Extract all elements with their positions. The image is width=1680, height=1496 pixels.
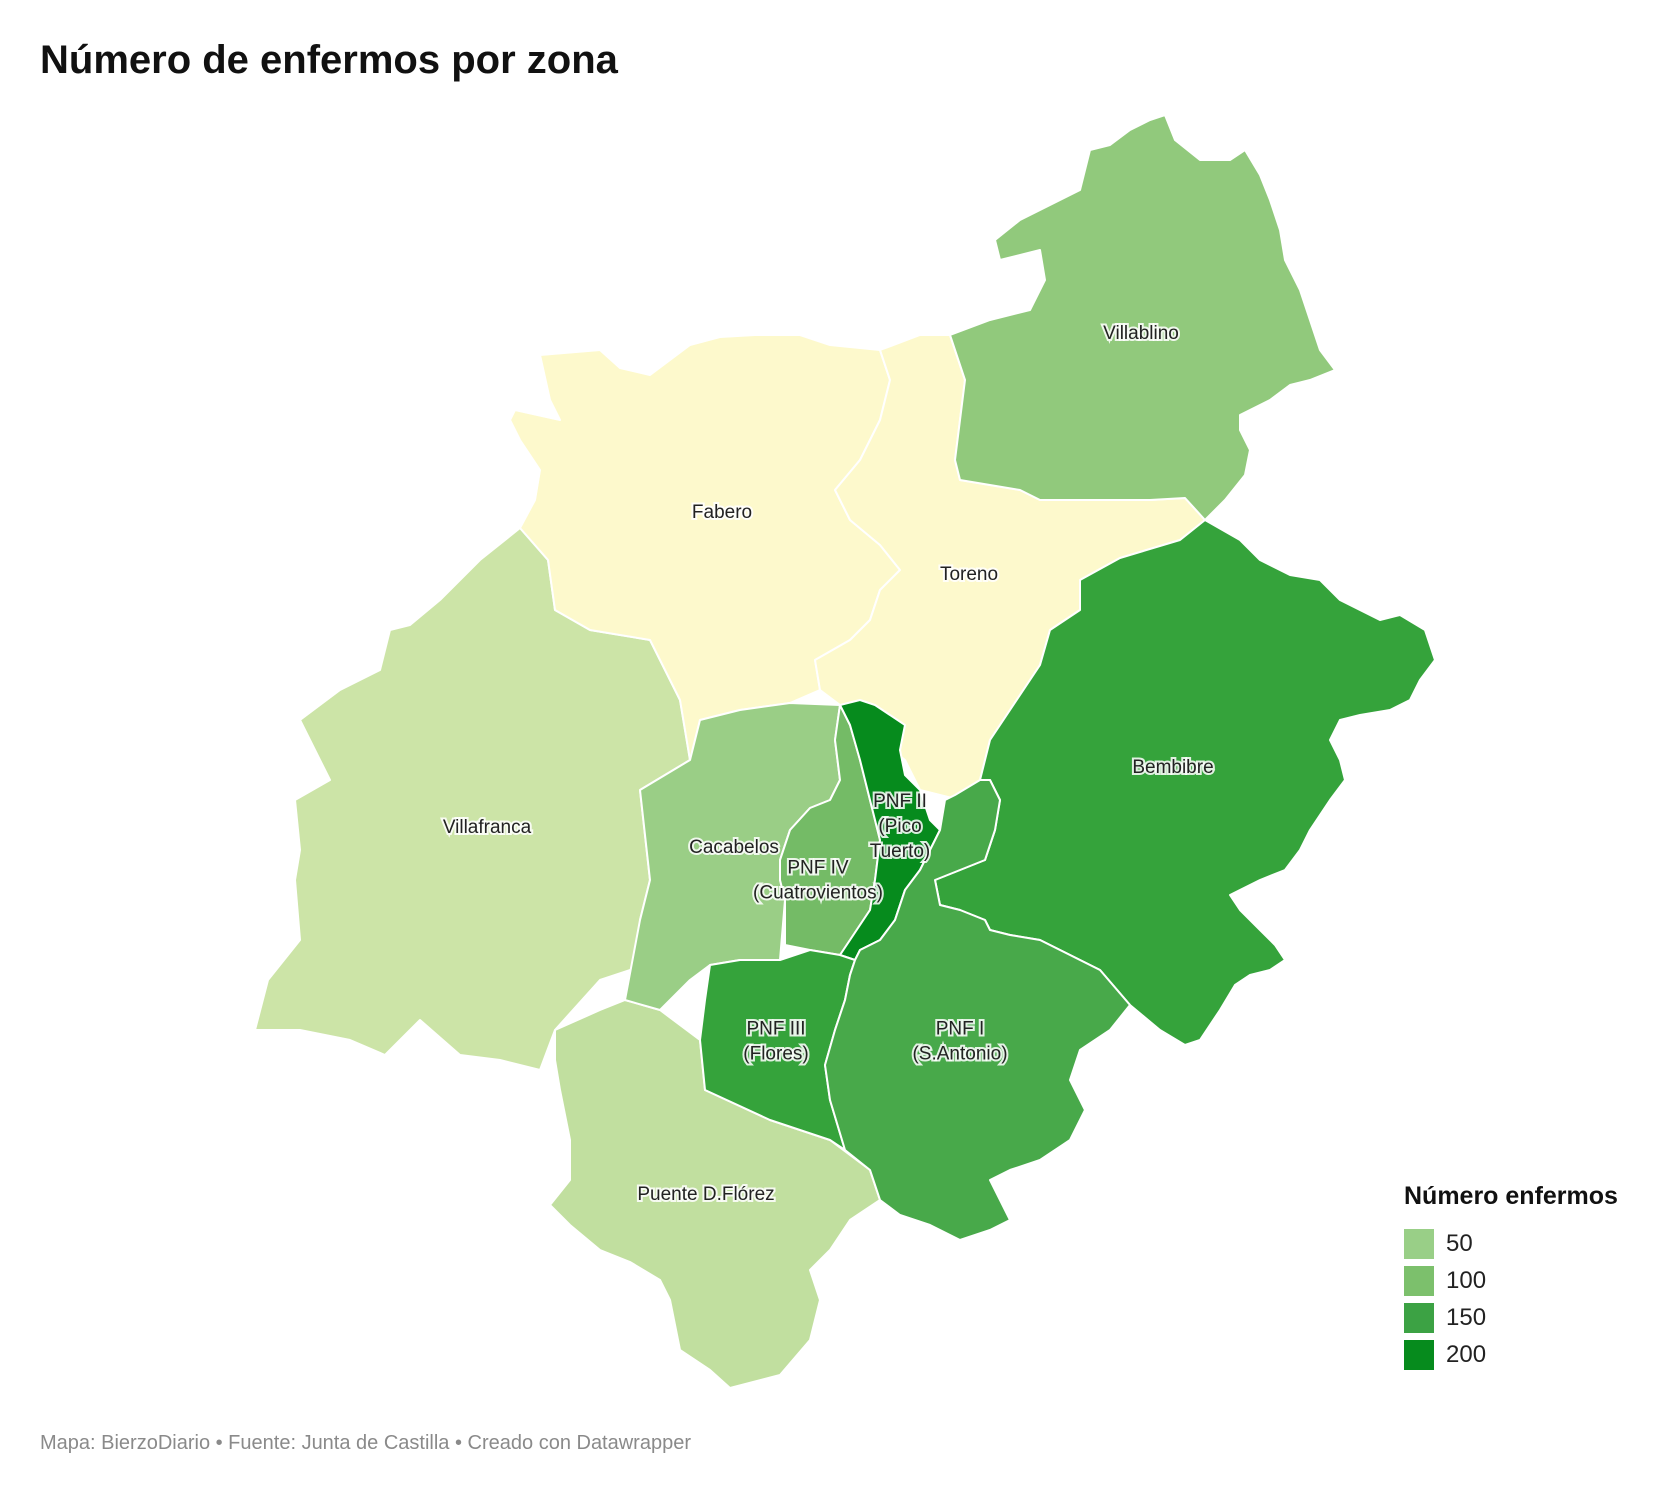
legend-label: 100 <box>1446 1266 1487 1294</box>
legend-swatch <box>1404 1339 1434 1370</box>
region-villablino[interactable] <box>949 114 1336 521</box>
legend-item: 200 <box>1404 1336 1618 1373</box>
region-label-line: (S.Antonio) <box>912 1044 1007 1065</box>
map-title: Número de enfermos por zona <box>40 38 618 82</box>
legend-item: 150 <box>1404 1299 1618 1336</box>
region-label-cacabelos: Cacabelos <box>689 837 779 858</box>
legend-item: 100 <box>1404 1262 1618 1299</box>
region-label-villablino: Villablino <box>1103 323 1179 344</box>
legend-label: 150 <box>1446 1303 1487 1331</box>
region-label-line: PNF II <box>873 791 927 812</box>
region-pnf1[interactable] <box>824 779 1131 1241</box>
region-label-line: PNF IV <box>787 858 849 879</box>
region-label-pnf2: PNF II (Pico Tuerto) <box>870 791 931 862</box>
region-labels: Villafranca Puente D.Flórez Fabero Toreno Vi… <box>441 321 1216 1207</box>
region-label-toreno: Toreno <box>940 564 998 585</box>
legend-item: 50 <box>1404 1225 1618 1262</box>
region-label-bembibre: Bembibre <box>1132 757 1213 778</box>
region-label-pnf3: PNF III (Flores) <box>743 1019 808 1065</box>
region-label-villafranca: Villafranca <box>443 817 532 838</box>
region-label-line: Bembibre <box>1132 757 1213 778</box>
legend: Número enfermos 50 100 150 200 <box>1404 1182 1618 1373</box>
region-label-line: Tuerto) <box>870 841 931 862</box>
region-label-line: Fabero <box>692 502 752 523</box>
footer-credits: Mapa: BierzoDiario • Fuente: Junta de Ca… <box>40 1432 691 1454</box>
region-label-pnf1: PNF I (S.Antonio) <box>912 1019 1007 1065</box>
legend-swatch <box>1404 1302 1434 1333</box>
region-label-line: Toreno <box>940 564 998 585</box>
region-label-line: PNF I <box>936 1019 985 1040</box>
region-label-line: Villafranca <box>443 817 532 838</box>
region-label-line: PNF III <box>746 1019 805 1040</box>
region-label-line: Villablino <box>1103 323 1179 344</box>
region-label-line: (Cuatrovientos) <box>753 883 883 904</box>
region-label-fabero: Fabero <box>692 502 752 523</box>
legend-title: Número enfermos <box>1404 1182 1618 1210</box>
region-label-line: (Flores) <box>743 1044 808 1065</box>
region-label-puente: Puente D.Flórez <box>637 1184 774 1205</box>
region-label-line: Cacabelos <box>689 837 779 858</box>
region-label-line: (Pico <box>878 816 921 837</box>
region-label-pnf4: PNF IV (Cuatrovientos) <box>753 858 883 904</box>
legend-label: 200 <box>1446 1340 1487 1368</box>
legend-swatch <box>1404 1265 1434 1296</box>
legend-label: 50 <box>1446 1229 1473 1257</box>
legend-swatch <box>1404 1228 1434 1259</box>
region-label-line: Puente D.Flórez <box>637 1184 774 1205</box>
legend-items: 50 100 150 200 <box>1404 1225 1618 1373</box>
